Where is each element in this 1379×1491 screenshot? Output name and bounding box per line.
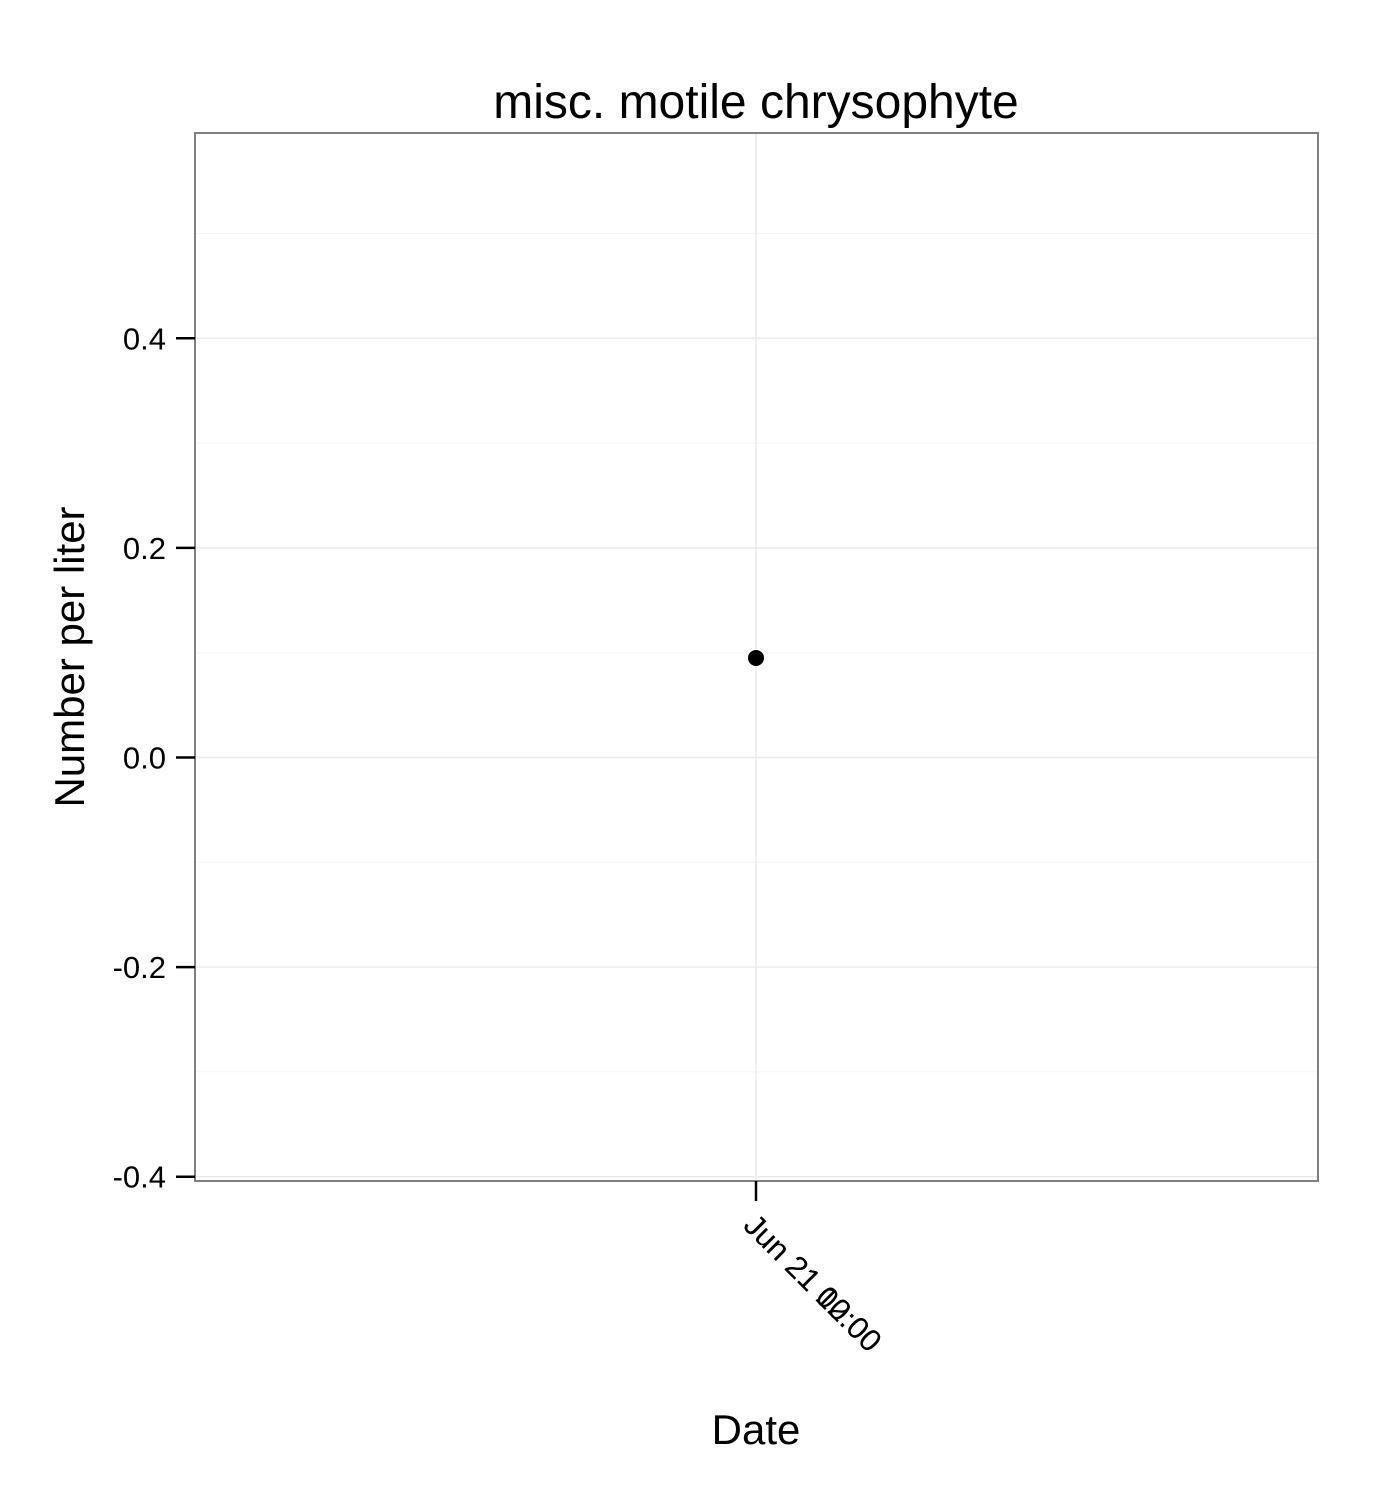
y-axis: -0.4 -0.2 0.0 0.2 0.4 [113,321,195,1195]
y-tick-label-3: 0.2 [123,531,166,566]
data-points [748,649,764,666]
chart-title: misc. motile chrysophyte [493,76,1019,129]
y-tick-label-1: -0.2 [113,950,166,985]
y-tick-label-0: -0.4 [113,1160,166,1195]
y-tick-label-2: 0.0 [123,741,166,776]
y-tick-label-4: 0.4 [123,321,166,356]
x-axis-title: Date [712,1406,801,1453]
data-point-0-0 [748,649,764,666]
y-axis-title: Number per liter [46,506,93,807]
